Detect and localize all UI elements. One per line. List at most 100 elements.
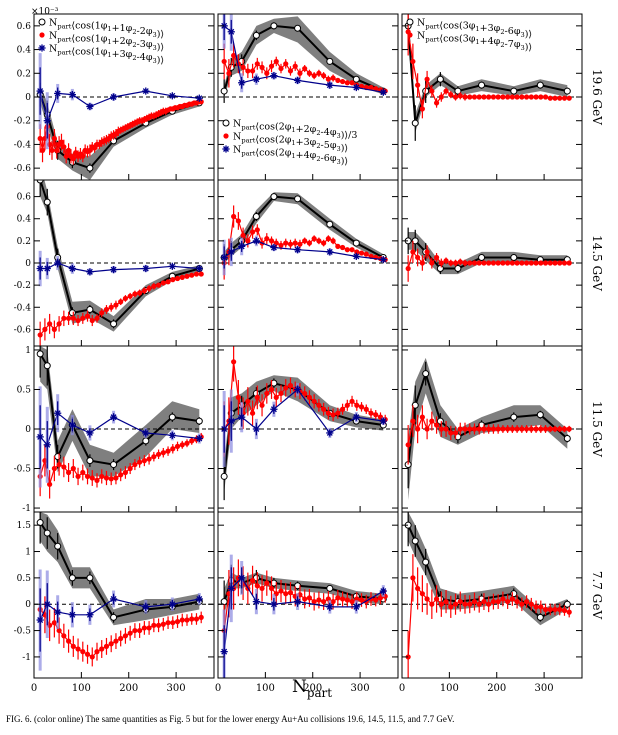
data-point-open-circle [422,558,430,566]
data-point-filled-circle [226,70,232,76]
data-point-filled-circle [189,616,195,622]
data-point-filled-circle [240,64,246,70]
energy-label: 14.5 GeV [590,235,604,291]
data-point-star [238,413,246,421]
data-point-filled-circle [84,473,91,480]
data-point-filled-circle [137,459,143,465]
data-point-filled-circle [103,475,110,481]
data-point-filled-circle [533,94,539,100]
star-stroke [294,246,301,253]
data-point-filled-circle [321,240,327,246]
star-stroke [380,418,387,425]
data-point-filled-circle [433,100,440,106]
data-point-filled-circle [278,390,284,397]
data-point-filled-circle [330,238,336,244]
data-point-filled-circle [113,475,119,481]
x-tick-label: 0 [31,683,37,694]
data-point-filled-circle [65,315,72,321]
data-point-filled-circle [335,243,341,249]
data-point-open-circle [563,434,571,442]
panel-r1-c2: 14.5 GeV [401,179,604,347]
data-point-filled-circle [84,651,91,657]
data-point-filled-circle [410,249,416,255]
data-point-filled-circle [547,95,553,101]
data-point-filled-circle [155,282,162,288]
data-point-filled-circle [306,595,313,601]
data-point-open-circle [270,193,278,201]
data-point-filled-circle [63,153,69,159]
data-point-open-circle [294,582,302,590]
data-point-filled-circle [235,218,241,224]
panel-r3-c0: -1 -0.5 0 0.5 1 1.5 0 100 200 300 [14,511,215,694]
data-point-star [270,72,278,80]
data-point-open-circle [352,239,360,247]
panel-frame [401,511,583,679]
y-tick-label: -0.2 [14,117,31,127]
data-point-filled-circle [37,332,43,338]
data-point-filled-circle [283,61,289,67]
data-point-filled-circle [542,260,549,266]
data-point-filled-circle [42,326,48,332]
data-point-filled-circle [118,472,124,478]
data-point-filled-circle [179,617,185,623]
x-tick-label: 300 [167,683,186,694]
data-point-open-circle [411,237,419,245]
data-point-filled-circle [264,580,270,586]
data-point-filled-circle [557,606,563,613]
data-point-filled-circle [56,461,62,468]
data-point-open-circle [536,411,544,419]
data-point-star [195,595,203,603]
x-tick-label: 0 [215,683,221,694]
star-stroke [270,406,277,413]
legend-marker-filled-circle [407,32,413,38]
data-point-star [252,237,260,245]
data-point-filled-circle [514,94,520,100]
data-point-filled-circle [325,76,331,82]
star-stroke [69,422,76,429]
data-point-filled-circle [99,473,105,480]
data-point-star [54,89,62,98]
data-point-open-circle [294,24,302,32]
systematic-band [40,346,200,477]
data-point-filled-circle [61,633,67,639]
star-stroke [270,244,277,251]
data-point-filled-circle [235,394,241,400]
data-point-filled-circle [193,271,200,277]
x-tick-label: 300 [351,683,370,694]
data-point-filled-circle [481,598,487,605]
star-stroke [221,426,228,432]
data-point-filled-circle [189,438,195,444]
data-point-filled-circle [566,95,572,101]
panel-plot-area [218,14,398,103]
legend-marker-open-circle [222,119,230,127]
star-stroke [238,79,245,86]
data-point-filled-circle [80,153,86,159]
data-point-filled-circle [481,426,487,432]
data-point-star [109,266,118,274]
data-point-filled-circle [505,598,511,605]
star-stroke [110,595,117,602]
data-point-filled-circle [278,588,284,594]
data-point-filled-circle [557,426,563,432]
data-point-filled-circle [254,61,260,67]
data-point-filled-circle [452,94,459,100]
data-point-filled-circle [509,596,515,602]
y-tick-label: 0.6 [17,193,32,203]
data-point-filled-circle [429,88,435,94]
star-stroke [54,90,61,97]
data-point-filled-circle [108,304,114,310]
y-tick-label: -0.6 [14,325,32,335]
data-point-star [86,611,94,619]
data-point-filled-circle [552,606,558,613]
data-point-filled-circle [354,402,360,408]
data-point-open-circle [36,350,44,358]
data-point-open-circle [436,265,444,273]
data-point-star [252,75,260,83]
data-point-filled-circle [155,622,162,628]
star-stroke [253,237,260,244]
x-tick-label: 200 [487,683,506,694]
data-point-filled-circle [179,274,185,280]
data-point-filled-circle [37,135,43,142]
data-point-filled-circle [462,426,468,432]
data-point-star [43,117,51,125]
